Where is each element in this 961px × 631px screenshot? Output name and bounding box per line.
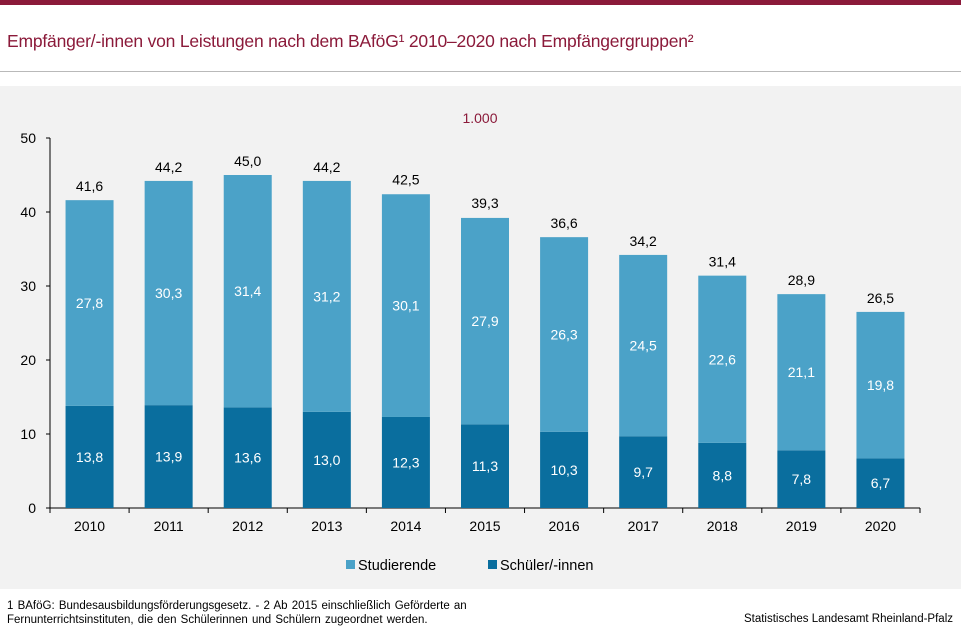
data-label-schueler: 8,8 <box>713 467 733 483</box>
bar-studierende-2011 <box>144 180 193 406</box>
chart-title: Empfänger/-innen von Leistungen nach dem… <box>7 31 694 51</box>
data-label-schueler: 7,8 <box>792 471 812 487</box>
bar-schueler-2018 <box>698 442 747 508</box>
bar-studierende-2019 <box>777 294 826 451</box>
x-tick-label: 2010 <box>74 518 105 534</box>
data-label-studierende: 30,1 <box>392 298 419 314</box>
data-label-schueler: 11,3 <box>472 458 498 474</box>
title-divider <box>0 71 961 72</box>
bar-studierende-2016 <box>540 237 589 432</box>
data-label-schueler: 13,6 <box>234 450 261 466</box>
bar-studierende-2013 <box>302 180 351 412</box>
total-label: 45,0 <box>234 153 261 169</box>
x-tick-label: 2017 <box>628 518 659 534</box>
y-tick-label: 40 <box>20 204 36 220</box>
total-label: 44,2 <box>313 159 340 175</box>
unit-label: 1.000 <box>462 110 497 126</box>
bar-schueler-2010 <box>65 405 114 508</box>
data-label-schueler: 10,3 <box>550 462 577 478</box>
legend-swatch-studierende <box>346 560 355 569</box>
bar-studierende-2018 <box>698 275 747 443</box>
data-label-schueler: 9,7 <box>633 464 653 480</box>
total-label: 39,3 <box>471 195 498 211</box>
x-tick-label: 2013 <box>311 518 342 534</box>
bar-studierende-2020 <box>856 311 905 459</box>
total-label: 28,9 <box>788 272 815 288</box>
y-tick-label: 30 <box>20 278 36 294</box>
x-tick-label: 2016 <box>549 518 580 534</box>
x-tick-label: 2018 <box>707 518 738 534</box>
bar-studierende-2014 <box>381 194 430 417</box>
data-label-schueler: 13,0 <box>313 452 340 468</box>
bar-studierende-2017 <box>619 254 668 437</box>
bar-schueler-2016 <box>540 431 589 508</box>
bar-schueler-2020 <box>856 458 905 508</box>
data-label-studierende: 19,8 <box>867 377 894 393</box>
total-label: 44,2 <box>155 159 182 175</box>
x-tick-label: 2020 <box>865 518 896 534</box>
data-label-schueler: 13,9 <box>155 449 182 465</box>
total-label: 41,6 <box>76 178 103 194</box>
total-label: 42,5 <box>392 172 419 188</box>
bar-schueler-2017 <box>619 436 668 508</box>
x-tick-label: 2014 <box>390 518 421 534</box>
bar-schueler-2013 <box>302 411 351 508</box>
legend-label-studierende: Studierende <box>358 558 436 574</box>
data-label-studierende: 27,8 <box>76 295 103 311</box>
data-label-studierende: 30,3 <box>155 285 182 301</box>
y-tick-label: 20 <box>20 352 36 368</box>
data-label-studierende: 31,2 <box>313 288 340 304</box>
total-label: 31,4 <box>709 254 736 270</box>
x-tick-label: 2019 <box>786 518 817 534</box>
bar-studierende-2012 <box>223 175 272 408</box>
data-label-studierende: 31,4 <box>234 283 261 299</box>
data-label-schueler: 12,3 <box>392 454 419 470</box>
data-label-studierende: 21,1 <box>788 364 815 380</box>
y-tick-label: 50 <box>20 130 36 146</box>
bar-studierende-2015 <box>461 217 509 425</box>
data-label-schueler: 6,7 <box>871 475 891 491</box>
bar-schueler-2019 <box>777 450 826 508</box>
total-label: 36,6 <box>550 215 577 231</box>
data-label-studierende: 26,3 <box>550 326 577 342</box>
source-note: Statistisches Landesamt Rheinland-Pfalz <box>743 613 953 625</box>
bar-studierende-2010 <box>65 200 114 406</box>
total-label: 26,5 <box>867 290 894 306</box>
bar-schueler-2015 <box>461 424 509 508</box>
top-accent-rule <box>0 0 961 5</box>
data-label-studierende: 24,5 <box>630 338 657 354</box>
data-label-studierende: 22,6 <box>709 351 736 367</box>
x-tick-label: 2015 <box>469 518 500 534</box>
data-label-studierende: 27,9 <box>471 313 498 329</box>
data-label-schueler: 13,8 <box>76 449 103 465</box>
y-tick-label: 10 <box>20 426 36 442</box>
bar-schueler-2011 <box>144 405 193 508</box>
bar-schueler-2014 <box>381 416 430 508</box>
footnote: 1 BAföG: Bundesausbildungsförderungsgese… <box>7 600 467 626</box>
y-tick-label: 0 <box>28 500 36 516</box>
x-tick-label: 2012 <box>232 518 263 534</box>
legend-swatch-schueler <box>488 560 497 569</box>
total-label: 34,2 <box>630 233 657 249</box>
x-tick-label: 2011 <box>154 518 184 534</box>
legend-label-schueler: Schüler/-innen <box>500 558 594 574</box>
bar-schueler-2012 <box>223 407 272 508</box>
